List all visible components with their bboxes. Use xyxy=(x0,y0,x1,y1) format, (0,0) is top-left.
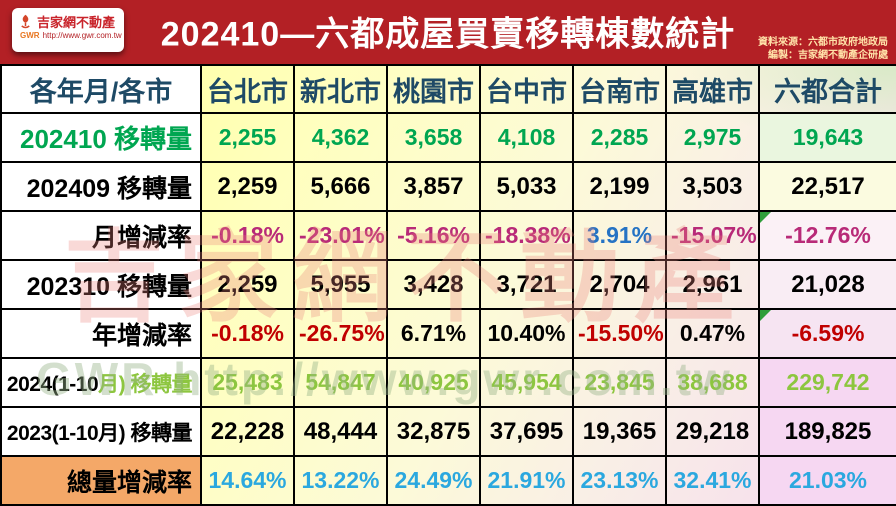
value-cell: 2,259 xyxy=(200,161,295,212)
value-cell: 2,285 xyxy=(572,112,667,163)
value-cell-total: 19,643 xyxy=(758,112,896,163)
value-cell: -5.16% xyxy=(386,210,481,261)
column-header-taipei: 台北市 xyxy=(200,64,295,114)
value-cell: -0.18% xyxy=(200,210,295,261)
value-cell: 45,954 xyxy=(479,357,574,408)
source-line-2: 編製：吉家網不動產企研處 xyxy=(768,50,888,61)
value-cell-total: 189,825 xyxy=(758,406,896,457)
column-header-tainan: 台南市 xyxy=(572,64,667,114)
value-cell: 13.22% xyxy=(293,455,388,506)
value-cell: 2,199 xyxy=(572,161,667,212)
value-cell: 3,428 xyxy=(386,259,481,310)
row-label: 202410 移轉量 xyxy=(0,112,202,163)
value-cell: 2,975 xyxy=(665,112,760,163)
page-title: 202410—六都成屋買賣移轉棟數統計 xyxy=(160,15,736,54)
column-header-taichung: 台中市 xyxy=(479,64,574,114)
value-cell: 38,688 xyxy=(665,357,760,408)
transfer-stats-table: 各年月/各市 台北市 新北市 桃園市 台中市 台南市 高雄市 六都合計 2024… xyxy=(0,64,896,506)
column-header-taoyuan: 桃園市 xyxy=(386,64,481,114)
value-cell: -15.07% xyxy=(665,210,760,261)
value-cell: 3,658 xyxy=(386,112,481,163)
value-cell: 2,961 xyxy=(665,259,760,310)
row-yearly-change: 年增減率 -0.18% -26.75% 6.71% 10.40% -15.50%… xyxy=(0,308,896,359)
green-corner-triangle xyxy=(761,213,771,223)
value-cell-total: 22,517 xyxy=(758,161,896,212)
row-2023-ytd-volume: 2023(1-10月) 移轉量 22,228 48,444 32,875 37,… xyxy=(0,406,896,457)
value-cell: 3,721 xyxy=(479,259,574,310)
header-row: 各年月/各市 台北市 新北市 桃園市 台中市 台南市 高雄市 六都合計 xyxy=(0,64,896,114)
logo-url-text: http://www.gwr.com.tw xyxy=(42,31,122,40)
value-cell: 54,847 xyxy=(293,357,388,408)
value-cell-total: -6.59% xyxy=(758,308,896,359)
data-source-note: 資料來源：六都市政府地政局 編製：吉家網不動產企研處 xyxy=(758,36,888,62)
value-cell: 5,033 xyxy=(479,161,574,212)
logo-brand-text: 吉家網不動產 xyxy=(37,15,116,30)
row-2024-ytd-volume: 2024(1-10月) 移轉量 25,483 54,847 40,925 45,… xyxy=(0,357,896,408)
value-cell-total: 21.03% xyxy=(758,455,896,506)
value-cell-total: 229,742 xyxy=(758,357,896,408)
value-cell-total: -12.76% xyxy=(758,210,896,261)
green-corner-triangle xyxy=(761,311,771,321)
row-202410-volume: 202410 移轉量 2,255 4,362 3,658 4,108 2,285… xyxy=(0,112,896,163)
value-cell: 24.49% xyxy=(386,455,481,506)
row-monthly-change: 月增減率 -0.18% -23.01% -5.16% -18.38% 3.91%… xyxy=(0,210,896,261)
value-cell: 5,666 xyxy=(293,161,388,212)
value-cell: 48,444 xyxy=(293,406,388,457)
value-cell: 19,365 xyxy=(572,406,667,457)
value-cell: -18.38% xyxy=(479,210,574,261)
value-cell: 14.64% xyxy=(200,455,295,506)
column-header-kaohsiung: 高雄市 xyxy=(665,64,760,114)
value-cell: 2,255 xyxy=(200,112,295,163)
value-cell: 0.47% xyxy=(665,308,760,359)
value-cell: 21.91% xyxy=(479,455,574,506)
value-cell: 3,503 xyxy=(665,161,760,212)
value-cell: 3.91% xyxy=(572,210,667,261)
logo-abbr-text: GWR xyxy=(20,31,40,40)
value-cell: 25,483 xyxy=(200,357,295,408)
source-line-1: 資料來源：六都市政府地政局 xyxy=(758,37,888,48)
row-202310-volume: 202310 移轉量 2,259 5,955 3,428 3,721 2,704… xyxy=(0,259,896,310)
value-cell: 32,875 xyxy=(386,406,481,457)
gwr-logo-icon xyxy=(18,14,33,29)
row-label: 202409 移轉量 xyxy=(0,161,202,212)
row-label: 202310 移轉量 xyxy=(0,259,202,310)
value-cell: 22,228 xyxy=(200,406,295,457)
row-label: 2024(1-10月) 移轉量 xyxy=(0,357,202,408)
value-cell: 4,362 xyxy=(293,112,388,163)
value-cell-total: 21,028 xyxy=(758,259,896,310)
value-cell: 2,259 xyxy=(200,259,295,310)
column-header-newtaipei: 新北市 xyxy=(293,64,388,114)
statistics-table-area: 吉家網不動產 GWR http://www.gwr.com.tw 各年月/各市 … xyxy=(0,64,896,506)
value-cell: 23.13% xyxy=(572,455,667,506)
row-label: 年增減率 xyxy=(0,308,202,359)
row-label: 總量增減率 xyxy=(0,455,202,506)
value-cell: -0.18% xyxy=(200,308,295,359)
value-cell: -26.75% xyxy=(293,308,388,359)
corner-header: 各年月/各市 xyxy=(0,64,202,114)
header-banner: 吉家網不動產 GWR http://www.gwr.com.tw 202410—… xyxy=(0,0,896,64)
value-cell: -23.01% xyxy=(293,210,388,261)
value-cell: 29,218 xyxy=(665,406,760,457)
row-label: 2023(1-10月) 移轉量 xyxy=(0,406,202,457)
gwr-logo: 吉家網不動產 GWR http://www.gwr.com.tw xyxy=(12,8,124,52)
value-cell: 23,845 xyxy=(572,357,667,408)
value-cell: 10.40% xyxy=(479,308,574,359)
value-cell: 40,925 xyxy=(386,357,481,408)
row-202409-volume: 202409 移轉量 2,259 5,666 3,857 5,033 2,199… xyxy=(0,161,896,212)
value-cell: 2,704 xyxy=(572,259,667,310)
row-total-change: 總量增減率 14.64% 13.22% 24.49% 21.91% 23.13%… xyxy=(0,455,896,506)
value-cell: 32.41% xyxy=(665,455,760,506)
value-cell: 3,857 xyxy=(386,161,481,212)
value-cell: -15.50% xyxy=(572,308,667,359)
row-label: 月增減率 xyxy=(0,210,202,261)
value-cell: 37,695 xyxy=(479,406,574,457)
value-cell: 4,108 xyxy=(479,112,574,163)
value-cell: 6.71% xyxy=(386,308,481,359)
column-header-total: 六都合計 xyxy=(758,64,896,114)
value-cell: 5,955 xyxy=(293,259,388,310)
